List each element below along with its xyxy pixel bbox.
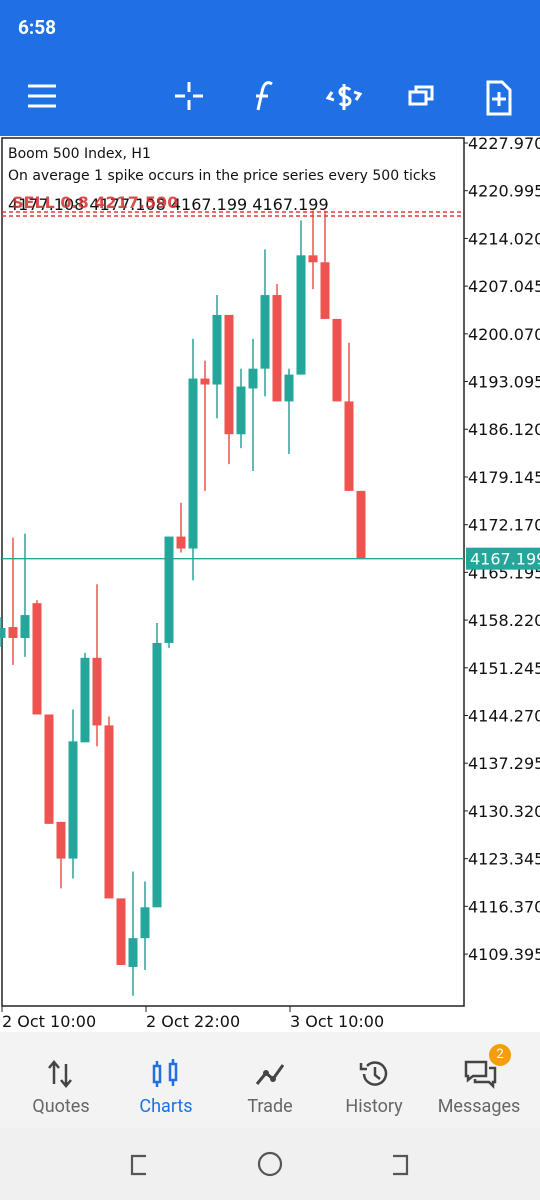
candle-body — [260, 295, 270, 369]
back-button[interactable] — [393, 1154, 409, 1176]
y-tick-label: 4116.370 — [468, 897, 540, 916]
candle-body — [152, 642, 162, 908]
candle-body — [0, 628, 6, 638]
new-icon[interactable] — [486, 80, 512, 116]
candle-body — [56, 821, 66, 859]
order-label: SELL 0.8 4217.590 — [12, 193, 178, 212]
nav-label: Charts — [139, 1096, 193, 1117]
candle-body — [8, 627, 18, 638]
home-button[interactable] — [257, 1151, 283, 1177]
candle-body — [128, 938, 138, 967]
price-tag — [466, 547, 540, 570]
nav-label: History — [345, 1096, 403, 1117]
nav-label: Quotes — [32, 1096, 90, 1117]
y-tick-label: 4144.270 — [468, 707, 540, 726]
candle-body — [200, 378, 210, 385]
recent-button[interactable] — [130, 1154, 146, 1176]
candle-body — [116, 898, 126, 965]
indicator-icon[interactable] — [256, 81, 273, 111]
windows-icon[interactable] — [408, 90, 428, 106]
nav-tab[interactable]: Quotes — [7, 1032, 115, 1128]
candle-body — [188, 378, 198, 549]
toolbar-icons — [28, 80, 512, 116]
ohlc-readout: 4177.108 4177.108 4167.199 4167.199 — [8, 195, 329, 214]
message-badge: 2 — [489, 1044, 511, 1066]
y-tick-label: 4123.345 — [468, 850, 540, 869]
crosshair-icon[interactable] — [175, 82, 203, 110]
y-tick-label: 4172.170 — [468, 516, 540, 535]
y-tick-label: 4193.095 — [468, 373, 540, 392]
plot-frame — [1, 137, 465, 1007]
x-tick-label: 2 Oct 22:00 — [146, 1012, 240, 1031]
candle-body — [164, 536, 174, 643]
y-tick-label: 4207.045 — [468, 277, 540, 296]
candle-body — [332, 318, 342, 402]
y-tick-label: 4109.395 — [468, 945, 540, 964]
nav-label: Trade — [247, 1096, 293, 1117]
candle-body — [272, 295, 282, 402]
chart: Boom 500 Index, H1 On average 1 spike oc… — [0, 136, 540, 1031]
nav-tab[interactable]: Trade — [216, 1032, 324, 1128]
system-buttons — [130, 1151, 409, 1177]
candle-body — [140, 907, 150, 939]
candle-body — [44, 714, 54, 824]
candle-body — [356, 490, 366, 559]
nav-tab[interactable]: History — [320, 1032, 428, 1128]
y-tick-label: 4220.995 — [468, 182, 540, 201]
candle-body — [68, 741, 78, 859]
nav-tab[interactable]: Messages — [425, 1032, 533, 1128]
candle-body — [236, 386, 246, 435]
candle-body — [92, 657, 102, 726]
y-tick-label: 4151.245 — [468, 659, 540, 678]
price-tag-label: 4167.199 — [470, 550, 540, 569]
y-tick-label: 4200.070 — [468, 325, 540, 344]
y-tick-label: 4227.970 — [468, 136, 540, 153]
trade-icon[interactable] — [325, 84, 363, 110]
y-tick-label: 4137.295 — [468, 754, 540, 773]
candle-body — [80, 657, 90, 743]
y-tick-label: 4158.220 — [468, 611, 540, 630]
candle-body — [308, 255, 318, 263]
menu-icon[interactable] — [28, 84, 56, 108]
y-tick-label: 4214.020 — [468, 229, 540, 248]
candle-body — [248, 368, 258, 389]
candle-body — [212, 314, 222, 385]
candle-body — [176, 536, 186, 549]
candle-body — [32, 603, 42, 715]
x-tick-label: 2 Oct 10:00 — [2, 1012, 96, 1031]
candle-body — [104, 725, 114, 899]
nav-tab[interactable]: Charts — [112, 1032, 220, 1128]
candle-body — [296, 255, 306, 375]
status-time: 6:58 — [18, 16, 57, 39]
bottom-nav: Quotes Charts Trade History Messages — [0, 1032, 540, 1128]
chart-subtitle: On average 1 spike occurs in the price s… — [8, 168, 436, 184]
y-tick-label: 4130.320 — [468, 802, 540, 821]
nav-label: Messages — [437, 1096, 521, 1117]
y-tick-label: 4179.145 — [468, 468, 540, 487]
y-tick-label: 4186.120 — [468, 420, 540, 439]
app-bar: 6:58 — [0, 0, 540, 136]
chart-title: Boom 500 Index, H1 — [8, 146, 151, 162]
candle-body — [344, 401, 354, 491]
candle-body — [284, 374, 294, 402]
candle-body — [20, 615, 30, 638]
system-nav — [0, 1128, 540, 1200]
candle-body — [224, 314, 234, 435]
x-tick-label: 3 Oct 10:00 — [290, 1012, 384, 1031]
candle-body — [320, 262, 330, 319]
